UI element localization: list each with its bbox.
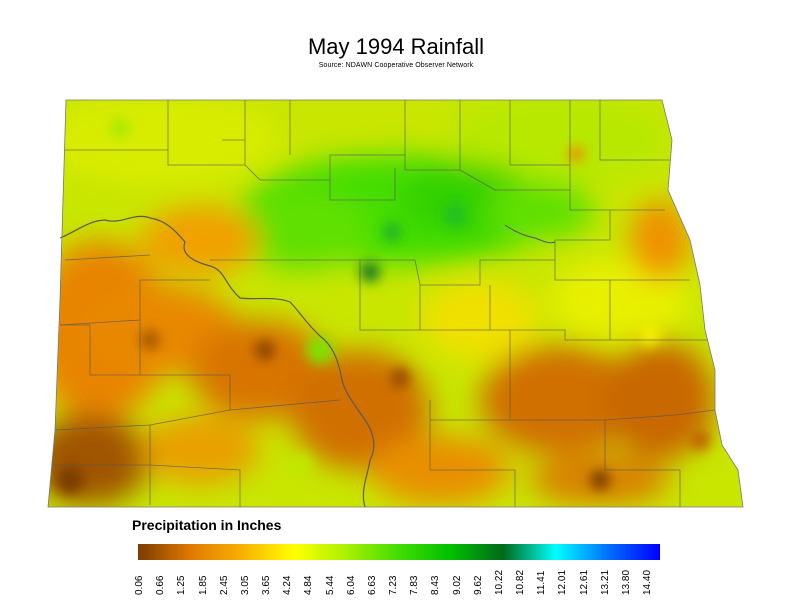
legend-tick-label: 10.82 xyxy=(515,569,526,595)
legend-tick-label: 12.01 xyxy=(557,569,569,595)
map-source: Source: NDAWN Cooperative Observer Netwo… xyxy=(318,62,474,69)
legend-tick-label: 9.02 xyxy=(451,575,463,595)
missouri-river xyxy=(59,215,375,508)
legend-tick-label: 0.66 xyxy=(155,575,167,595)
legend-tick-label: 14.40 xyxy=(642,569,653,595)
legend-tick-label: 1.85 xyxy=(197,575,209,595)
precip-surface xyxy=(48,100,743,507)
legend-tick-label: 6.04 xyxy=(345,575,357,595)
legend-tick-label: 5.44 xyxy=(324,575,336,595)
legend-tick-label: 9.62 xyxy=(472,575,484,595)
state-outline xyxy=(47,99,744,508)
legend-color-bar xyxy=(138,544,660,560)
legend-tick-label: 7.83 xyxy=(409,575,421,595)
legend-tick-label: 13.21 xyxy=(599,569,611,595)
legend-title: Precipitation in Inches xyxy=(132,517,282,533)
legend-tick-label: 8.43 xyxy=(430,575,442,595)
devils-lake xyxy=(504,224,556,244)
legend-tick-label: 3.65 xyxy=(261,575,272,595)
legend-tick-label: 6.63 xyxy=(366,575,378,595)
legend-tick-label: 11.41 xyxy=(536,570,548,595)
legend-tick-label: 1.25 xyxy=(176,575,188,595)
legend-tick-label: 12.61 xyxy=(578,569,590,595)
map-title: May 1994 Rainfall xyxy=(307,34,485,59)
legend-tick-label: 10.22 xyxy=(493,569,505,595)
legend-tick-label: 7.23 xyxy=(388,575,399,595)
county-lines xyxy=(52,100,716,507)
legend-tick-label: 3.05 xyxy=(239,575,251,595)
legend-tick-label: 2.45 xyxy=(218,575,230,595)
legend-tick-label: 4.84 xyxy=(303,575,315,595)
legend-tick-label: 4.24 xyxy=(282,575,294,595)
legend-tick-label: 0.06 xyxy=(134,575,145,595)
legend-tick-label: 13.80 xyxy=(620,569,632,595)
